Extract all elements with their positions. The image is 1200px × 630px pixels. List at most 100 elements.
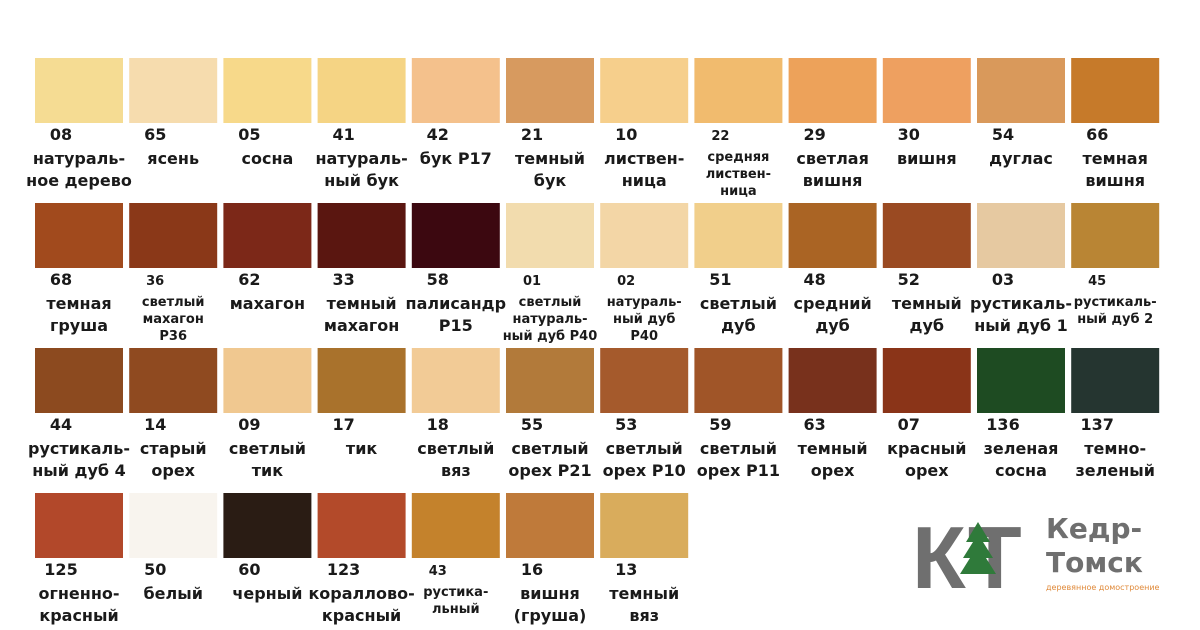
swatch-name: кораллово-: [308, 584, 414, 603]
swatch-name: Р36: [159, 329, 187, 344]
swatch-name: орех Р21: [508, 461, 591, 480]
swatch-code: 05: [238, 125, 260, 144]
swatch-code: 30: [898, 125, 920, 144]
swatch-name: дуб: [815, 316, 850, 335]
swatch-code: 02: [617, 274, 635, 289]
swatch-code: 17: [332, 415, 354, 434]
swatch-name: темно-: [1084, 439, 1146, 458]
swatch-name: орех: [151, 461, 195, 480]
swatch-code: 42: [427, 125, 449, 144]
swatch-name: махагон: [230, 294, 305, 313]
swatch-name: вишня: [803, 171, 863, 190]
swatch-name: зеленый: [1075, 461, 1154, 480]
swatch: [600, 348, 689, 413]
swatch: [882, 348, 971, 413]
swatch-name: красный: [887, 439, 966, 458]
swatch-code: 59: [709, 415, 731, 434]
logo-tree: [960, 522, 996, 574]
swatch-name: натураль-: [607, 295, 682, 310]
swatch-name: ный дуб: [613, 312, 675, 327]
swatch-code: 33: [332, 270, 354, 289]
swatch-code: 58: [427, 270, 449, 289]
swatch-name: светлый: [142, 295, 205, 310]
swatch: [1071, 203, 1160, 268]
swatch: [317, 203, 406, 268]
swatch-name: средний: [794, 294, 872, 313]
swatch-name: белый: [143, 584, 202, 603]
swatch-name: светлый: [700, 294, 777, 313]
swatch-name: груша: [50, 316, 108, 335]
swatch-name: темный: [609, 584, 679, 603]
swatch-code: 03: [992, 270, 1014, 289]
swatch: [600, 203, 689, 268]
logo-name: Кедр-: [1046, 512, 1142, 545]
swatch: [411, 348, 500, 413]
swatch-name: орех: [905, 461, 949, 480]
swatch: [506, 348, 594, 413]
swatch-code: 62: [238, 270, 260, 289]
swatch: [694, 58, 783, 123]
swatch-name: рустикаль-: [1074, 295, 1157, 310]
swatch-name: ное дерево: [26, 171, 132, 190]
swatch: [600, 58, 689, 123]
swatch-code: 123: [327, 560, 360, 579]
swatch: [223, 203, 312, 268]
swatch: [788, 58, 877, 123]
swatch: [223, 493, 312, 558]
swatch-name: средняя: [707, 150, 769, 165]
swatch-code: 09: [238, 415, 260, 434]
swatch-name: светлый: [229, 439, 306, 458]
swatch-name: светлый: [519, 295, 582, 310]
swatch-name: махагон: [324, 316, 399, 335]
swatch-code: 55: [521, 415, 543, 434]
swatch-code: 63: [803, 415, 825, 434]
swatch-name: листвен-: [604, 149, 684, 168]
swatch-name: натураль-: [315, 149, 407, 168]
swatch-name: красный: [39, 606, 118, 625]
swatch-code: 43: [429, 564, 447, 579]
swatch-code: 52: [898, 270, 920, 289]
swatch-code: 21: [521, 125, 543, 144]
swatch-name: льный: [432, 602, 480, 617]
swatch-name: сосна: [995, 461, 1047, 480]
swatch-name: орех Р10: [603, 461, 686, 480]
swatch: [977, 58, 1065, 123]
swatch: [129, 203, 218, 268]
swatch-code: 22: [711, 129, 729, 144]
swatch: [411, 203, 500, 268]
swatch: [129, 348, 218, 413]
swatch-code: 14: [144, 415, 166, 434]
swatch-name: огненно-: [39, 584, 120, 603]
swatch-name: светлый: [606, 439, 683, 458]
swatch-name: темная: [1083, 149, 1148, 168]
swatch-name: вишня: [1085, 171, 1145, 190]
swatch-name: вишня: [897, 149, 957, 168]
swatch: [1071, 348, 1160, 413]
swatch: [977, 203, 1065, 268]
swatch-name: ясень: [147, 149, 199, 168]
swatch-code: 51: [709, 270, 731, 289]
swatch-name: дуб: [910, 316, 945, 335]
swatch-name: светлый: [417, 439, 494, 458]
swatch-name: бук Р17: [420, 149, 492, 168]
swatch-name: рустика-: [423, 585, 488, 600]
swatch-code: 13: [615, 560, 637, 579]
swatch: [317, 493, 406, 558]
swatch-code: 50: [144, 560, 166, 579]
swatch-name: темный: [327, 294, 397, 313]
swatch-code: 44: [50, 415, 72, 434]
swatch: [882, 58, 971, 123]
swatch: [35, 493, 123, 558]
swatch-name: орех: [811, 461, 855, 480]
swatch-name: палисандр: [406, 294, 507, 313]
swatch-code: 60: [238, 560, 260, 579]
swatch-code: 45: [1088, 274, 1106, 289]
swatch-code: 136: [986, 415, 1019, 434]
swatch-name: светлая: [796, 149, 869, 168]
swatch-name: зеленая: [984, 439, 1059, 458]
swatch-name: ный дуб Р40: [503, 329, 598, 344]
swatch-code: 07: [898, 415, 920, 434]
swatch-code: 68: [50, 270, 72, 289]
swatch: [977, 348, 1065, 413]
swatch: [129, 58, 218, 123]
